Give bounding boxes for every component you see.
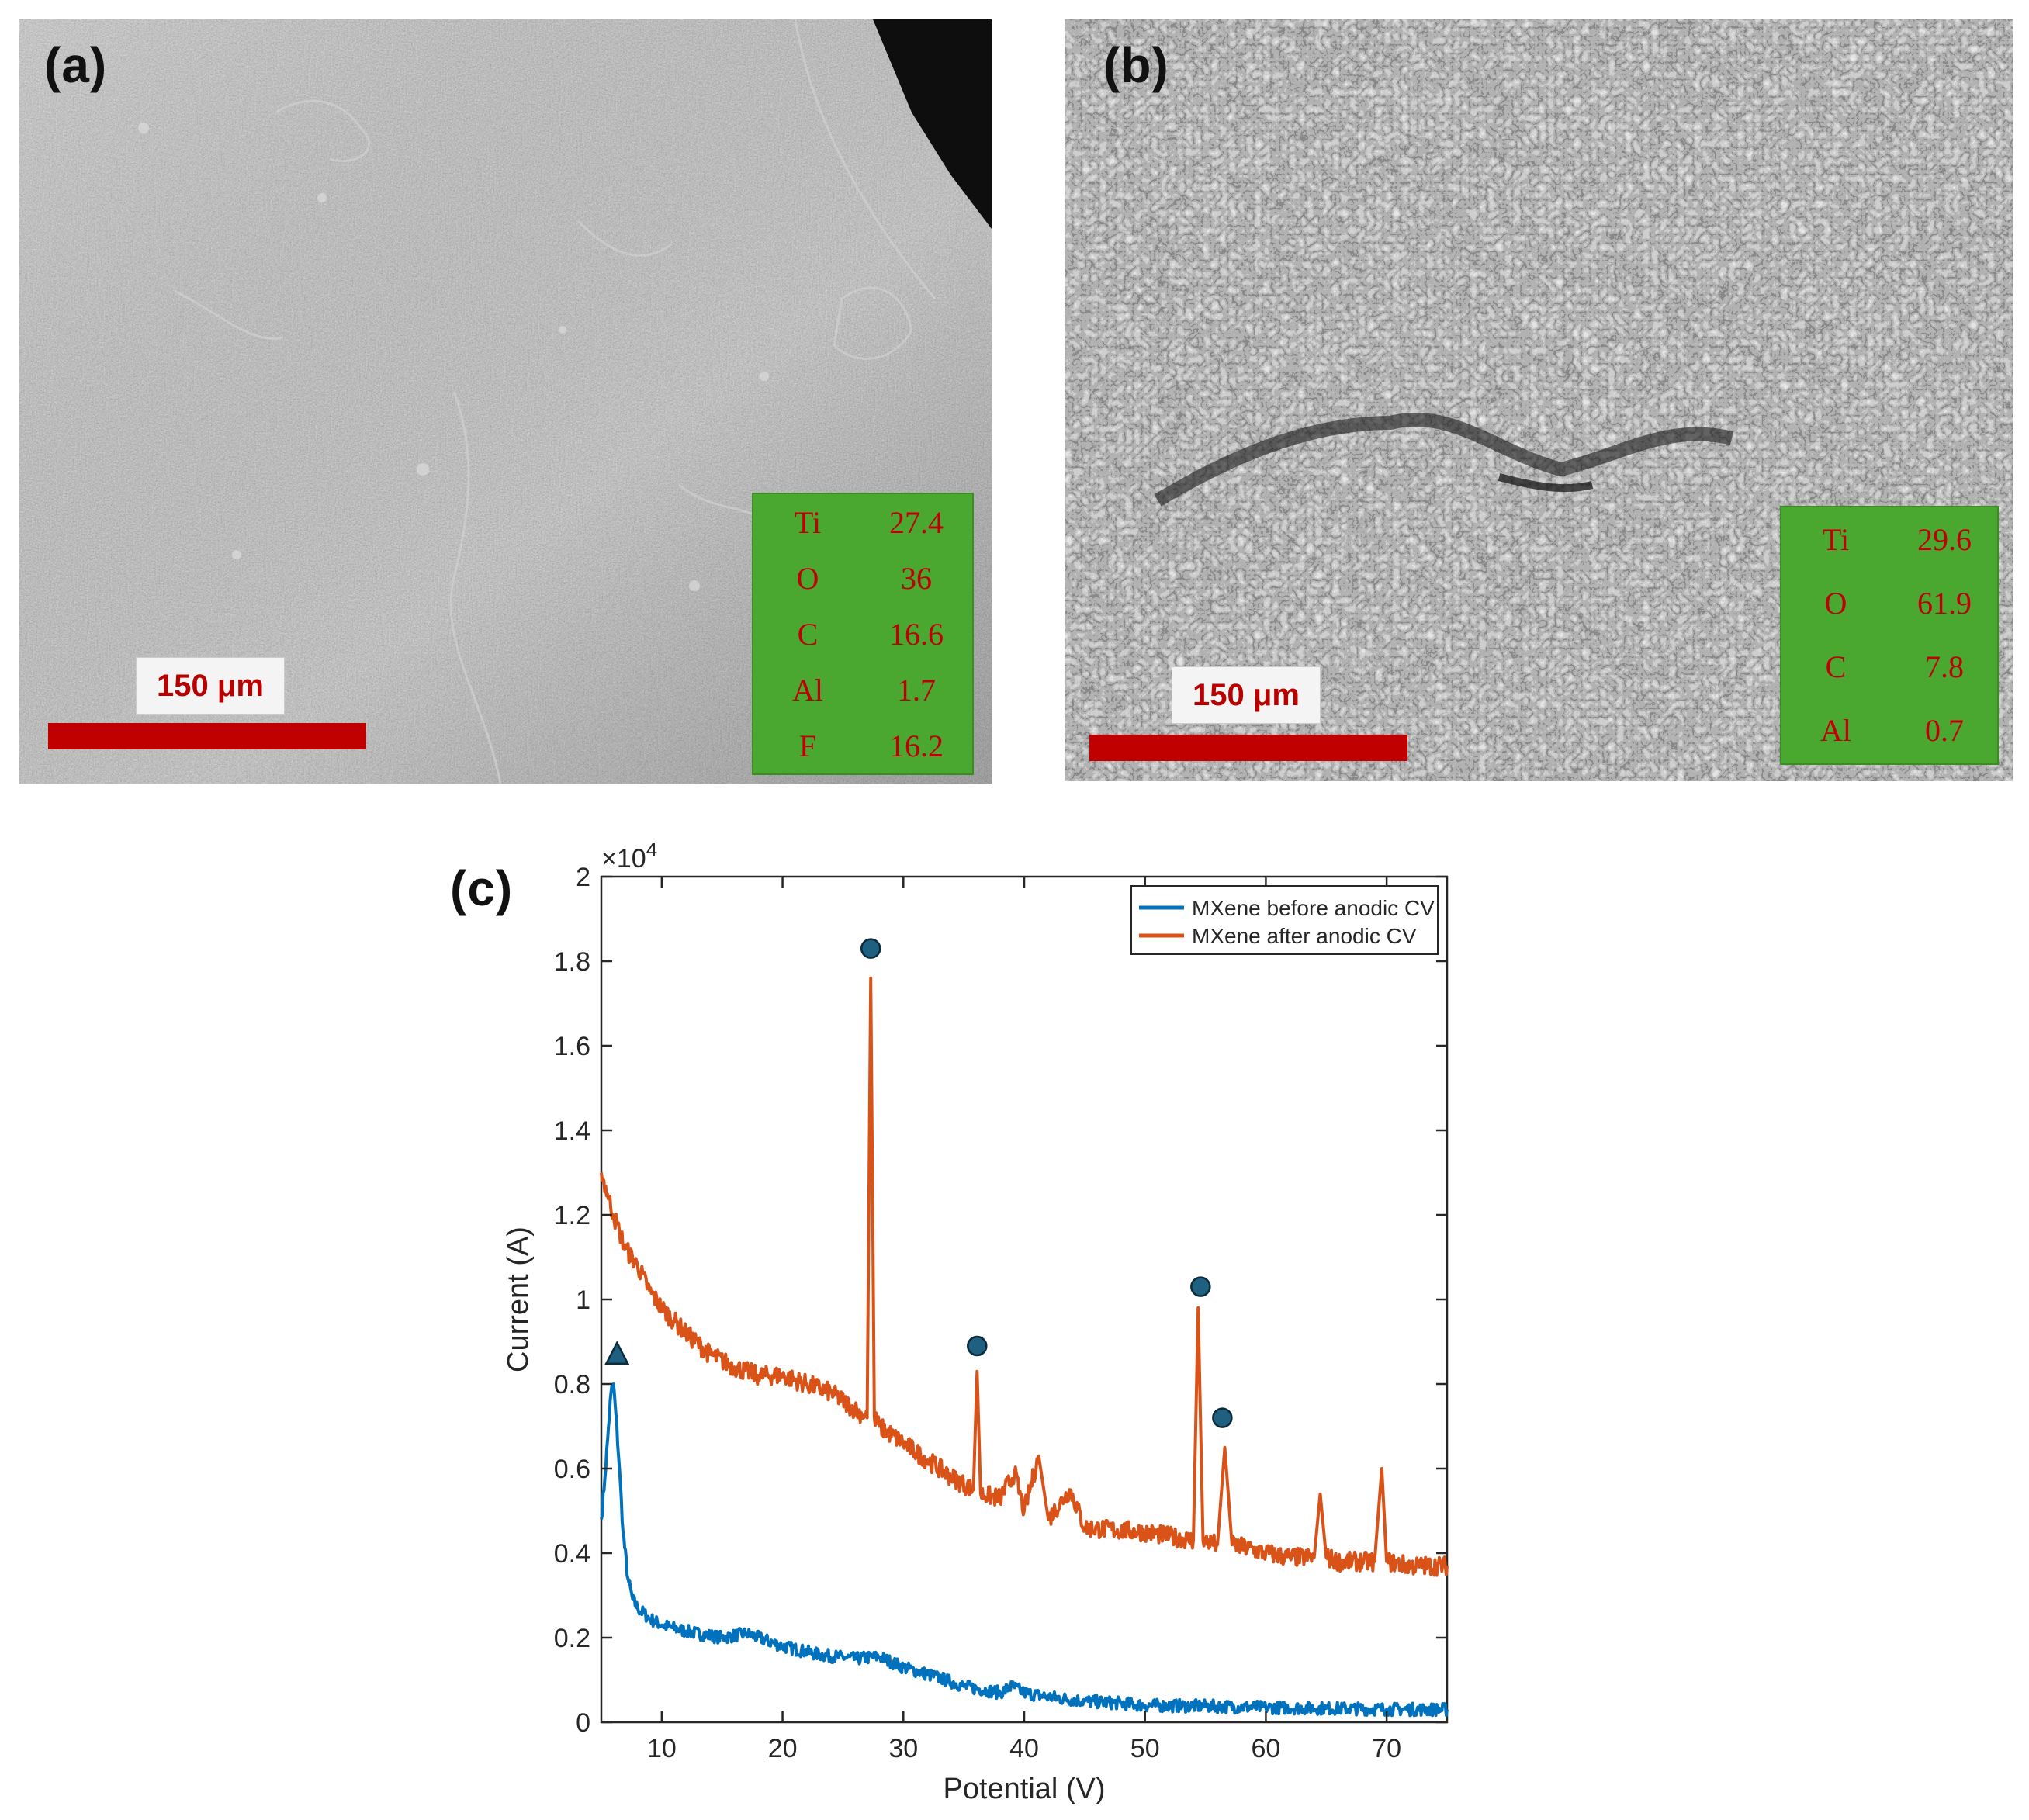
y-tick-label: 0.6	[554, 1455, 590, 1484]
scale-bar-b	[1089, 735, 1407, 761]
eds-element: C	[1825, 649, 1847, 684]
eds-value: 7.8	[1925, 649, 1964, 684]
eds-value: 16.6	[889, 616, 944, 652]
eds-value: 36	[901, 560, 932, 596]
eds-row: O 36	[753, 550, 972, 606]
x-axis-label: Potential (V)	[943, 1773, 1105, 1805]
eds-row: C 7.8	[1781, 635, 1997, 698]
sem-panel-a: (a) 150 μm Ti 27.4 O 36 C 16.6 Al 1.7 F …	[19, 19, 992, 784]
eds-value: 27.4	[889, 504, 944, 540]
series-line-before	[600, 1382, 1449, 1718]
y-tick-label: 1.8	[554, 947, 590, 977]
eds-value: 1.7	[897, 672, 936, 708]
eds-value: 16.2	[889, 728, 944, 763]
legend-entry-label: MXene before anodic CV	[1192, 896, 1435, 920]
legend-entry-label: MXene after anodic CV	[1192, 924, 1417, 948]
eds-row: Al 1.7	[753, 662, 972, 718]
plot-frame	[600, 875, 1449, 1724]
eds-row: Ti 27.4	[753, 494, 972, 550]
peak-marker-circle	[967, 1335, 988, 1357]
eds-element: Ti	[794, 504, 822, 540]
eds-value: 0.7	[1925, 712, 1964, 748]
legend-frame	[1130, 885, 1439, 955]
y-tick-label: 1.6	[554, 1032, 590, 1061]
peak-marker-circle	[860, 938, 881, 959]
eds-row: O 61.9	[1781, 571, 1997, 635]
x-tick-label: 70	[1372, 1734, 1401, 1763]
legend: MXene before anodic CV MXene after anodic…	[1130, 885, 1439, 955]
panel-label-c: (c)	[450, 860, 514, 916]
y-tick-label: 0.8	[554, 1370, 590, 1400]
eds-element: Ti	[1822, 521, 1850, 557]
y-axis-label: Current (A)	[502, 1227, 535, 1372]
y-tick-label: 0.2	[554, 1624, 590, 1653]
y-tick-label: 0	[576, 1708, 590, 1738]
peak-marker-triangle	[604, 1341, 630, 1365]
x-tick-label: 40	[1009, 1734, 1039, 1763]
x-tick-label: 60	[1252, 1734, 1281, 1763]
eds-element: Al	[792, 672, 823, 708]
x-tick-label: 20	[768, 1734, 798, 1763]
panel-label-a: (a)	[44, 37, 108, 93]
eds-element: C	[797, 616, 819, 652]
marker-layer	[604, 938, 1233, 1428]
eds-row: C 16.6	[753, 606, 972, 662]
x-tick-label: 50	[1130, 1734, 1160, 1763]
sem-panel-b: (b) 150 μm Ti 29.6 O 61.9 C 7.8 Al 0.7	[1065, 19, 2013, 781]
eds-element: O	[796, 560, 819, 596]
peak-marker-circle	[1190, 1276, 1211, 1297]
plot-area	[600, 875, 1449, 1724]
panel-label-b: (b)	[1103, 37, 1169, 93]
series-layer	[600, 976, 1449, 1718]
eds-element: O	[1824, 585, 1847, 621]
eds-row: Al 0.7	[1781, 698, 1997, 762]
sem-image-a	[19, 19, 992, 784]
x-tick-label: 10	[647, 1734, 677, 1763]
eds-row: Ti 29.6	[1781, 507, 1997, 571]
y-tick-label: 0.4	[554, 1539, 590, 1569]
eds-element: F	[798, 728, 817, 763]
peak-marker-circle	[1212, 1407, 1233, 1428]
series-line-after	[600, 976, 1449, 1577]
y-tick-label: 1.2	[554, 1201, 590, 1230]
scale-label-b: 150 μm	[1172, 666, 1321, 724]
eds-element: Al	[1820, 712, 1851, 748]
eds-value: 61.9	[1917, 585, 1972, 621]
eds-table-b: Ti 29.6 O 61.9 C 7.8 Al 0.7	[1780, 506, 1999, 765]
scale-label-a: 150 μm	[136, 657, 285, 715]
eds-row: F 16.2	[753, 718, 972, 773]
y-tick-label: 1	[576, 1285, 590, 1315]
scale-bar-a	[48, 723, 366, 749]
eds-table-a: Ti 27.4 O 36 C 16.6 Al 1.7 F 16.2	[752, 493, 974, 775]
y-tick-label: 1.4	[554, 1116, 590, 1146]
ticks-layer: 10 20 30 40 50 60 70 0 0.2 0.4 0.6 0.8 1 1.2 1.4 1.6 1.8…	[554, 863, 1447, 1763]
eds-value: 29.6	[1917, 521, 1972, 557]
y-tick-label: 2	[576, 863, 590, 892]
x-tick-label: 30	[888, 1734, 918, 1763]
y-exponent-label: ×104	[601, 838, 657, 874]
